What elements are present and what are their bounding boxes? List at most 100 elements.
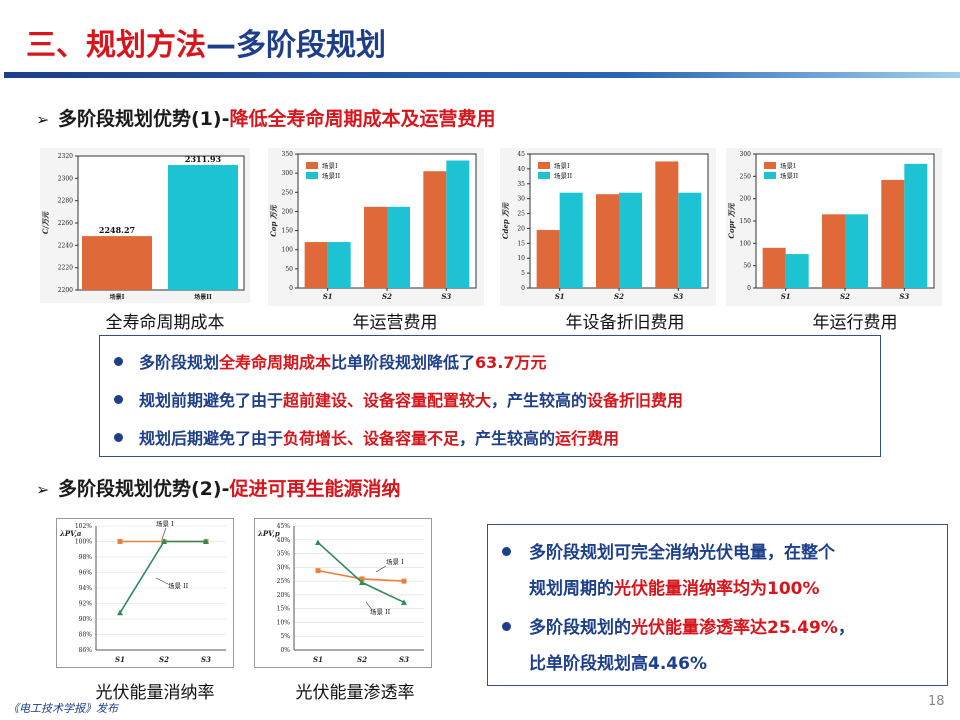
x-tick-label: S3: [441, 292, 451, 301]
x-tick-label: S1: [115, 655, 125, 664]
bar-scenario-2: [845, 214, 868, 288]
y-tick-label: 30: [517, 196, 525, 203]
y-tick-label: 45%: [277, 523, 291, 530]
legend-swatch: [764, 162, 776, 169]
data-point: [401, 599, 407, 605]
bullet-dot-icon: [114, 433, 123, 442]
x-tick-label: S3: [899, 292, 909, 301]
b2-text-a: 规划前期避免了由于: [139, 391, 284, 410]
y-tick-label: 40: [517, 166, 525, 173]
bar-scenario-1: [655, 161, 679, 288]
x-tick-label: S2: [357, 655, 367, 664]
data-point: [117, 609, 123, 616]
legend-label: 场景II: [780, 171, 799, 180]
bar-scenario-2: [678, 192, 702, 288]
bar-scenario-2: [619, 192, 642, 288]
legend-swatch: [538, 162, 550, 169]
legend-label: 场景I: [780, 161, 796, 170]
y-tick-label: 15%: [277, 606, 291, 613]
legend-label: 场景I: [554, 161, 570, 170]
caption-pv-penetration-rate: 光伏能量渗透率: [295, 683, 415, 703]
bullet-dot-icon: [502, 621, 511, 631]
caption-lifecycle-cost: 全寿命周期成本: [105, 313, 225, 333]
chart-pv-penetration-rate: 0% 5% 10% 15% 20% 25% 30% 35% 40% 45%λPV,p S1 S2 S3 场…: [254, 518, 432, 668]
y-tick-label: 0: [521, 285, 525, 292]
bullet-pv-1: 多阶段规划可完全消纳光伏电量，在整个: [502, 538, 835, 563]
y-tick-label: 2200: [58, 287, 73, 294]
bar-scenario-2: [559, 192, 583, 288]
bullet-pv-2: 多阶段规划的光伏能量渗透率达25.49%，: [502, 613, 855, 638]
footer-source: 《电工技术学报》发布: [8, 702, 118, 715]
y-tick-label: 25: [517, 211, 525, 218]
bar: [168, 165, 238, 290]
y-tick-label: 20: [517, 225, 525, 232]
legend-swatch: [306, 172, 318, 179]
y-tick-label: 100: [740, 240, 752, 247]
y-tick-label: 300: [740, 151, 752, 158]
bullet-cost-2: 规划前期避免了由于超前建设、设备容量配置较大，产生较高的设备折旧费用: [114, 387, 683, 411]
bar-data-label: 2311.93: [185, 154, 222, 164]
y-tick-label: 0%: [280, 647, 290, 654]
legend-label: 场景II: [322, 171, 341, 180]
data-point: [315, 539, 321, 546]
bullet-pv-2-cont: 比单阶段规划高4.46%: [529, 649, 707, 674]
bar-scenario-2: [785, 254, 809, 288]
y-tick-label: 2260: [58, 220, 73, 227]
y-tick-label: 150: [282, 228, 294, 235]
caption-annual-depreciation-cost: 年设备折旧费用: [565, 313, 685, 333]
annotation-leader: [161, 527, 167, 540]
y-axis-label: λPV,a: [59, 529, 82, 538]
bar-data-label: 2248.27: [99, 225, 135, 235]
y-tick-label: 2240: [58, 242, 73, 249]
y-tick-label: 10: [517, 255, 525, 262]
section2-prefix: 多阶段规划优势(2)-: [58, 478, 230, 500]
x-tick-label: 场景II: [194, 293, 212, 301]
y-tick-label: 35: [517, 181, 525, 188]
b3-text-d: 运行费用: [555, 429, 620, 448]
annotation-label: 场景 II: [370, 607, 391, 616]
y-axis-label: Copr 万元: [727, 202, 736, 238]
data-point: [161, 538, 167, 544]
x-tick-label: S1: [313, 655, 323, 664]
y-tick-label: 50: [743, 263, 751, 270]
y-tick-label: 50: [285, 266, 293, 273]
summary-box-pv: 多阶段规划可完全消纳光伏电量，在整个 规划周期的光伏能量消纳率均为100% 多阶…: [487, 524, 948, 686]
x-tick-label: S2: [840, 292, 850, 301]
pv-line-2a: 规划周期的: [529, 579, 614, 599]
annotation-label: 场景 I: [156, 519, 174, 528]
annotation-leader: [155, 577, 169, 585]
bar-scenario-2: [327, 242, 351, 288]
bar-scenario-1: [881, 179, 905, 288]
y-tick-label: 45: [517, 151, 525, 158]
bar-scenario-2: [446, 160, 470, 288]
x-tick-label: 场景I: [110, 293, 125, 301]
section-heading-2: ➢ 多阶段规划优势(2)-促进可再生能源消纳: [36, 474, 401, 501]
section1-highlight: 降低全寿命周期成本及运营费用: [229, 108, 496, 130]
b3-text-c: ，产生较高的: [459, 429, 556, 448]
legend-swatch: [764, 172, 776, 179]
y-tick-label: 2280: [58, 198, 73, 205]
y-tick-label: 96%: [79, 570, 93, 577]
bar-scenario-2: [904, 163, 928, 288]
arrow-bullet-icon: ➢: [36, 110, 50, 129]
pv-line-3b: 光伏能量渗透率达25.49%: [631, 618, 838, 638]
legend-swatch: [538, 172, 550, 179]
y-tick-label: 5%: [280, 633, 290, 640]
x-tick-label: S3: [673, 292, 683, 301]
y-tick-label: 0: [289, 285, 293, 292]
y-tick-label: 92%: [79, 601, 93, 608]
pv-line-2b: 光伏能量消纳率均为100%: [614, 579, 820, 599]
legend-label: 场景I: [322, 161, 338, 170]
x-tick-label: S2: [382, 292, 392, 301]
data-point: [117, 539, 123, 544]
bar: [82, 236, 152, 290]
data-point: [401, 578, 407, 584]
y-tick-label: 100: [282, 247, 294, 254]
y-tick-label: 30%: [277, 564, 291, 571]
chart-frame: [254, 518, 432, 668]
y-tick-label: 15: [517, 240, 525, 247]
annotation-label: 场景 I: [386, 557, 404, 566]
